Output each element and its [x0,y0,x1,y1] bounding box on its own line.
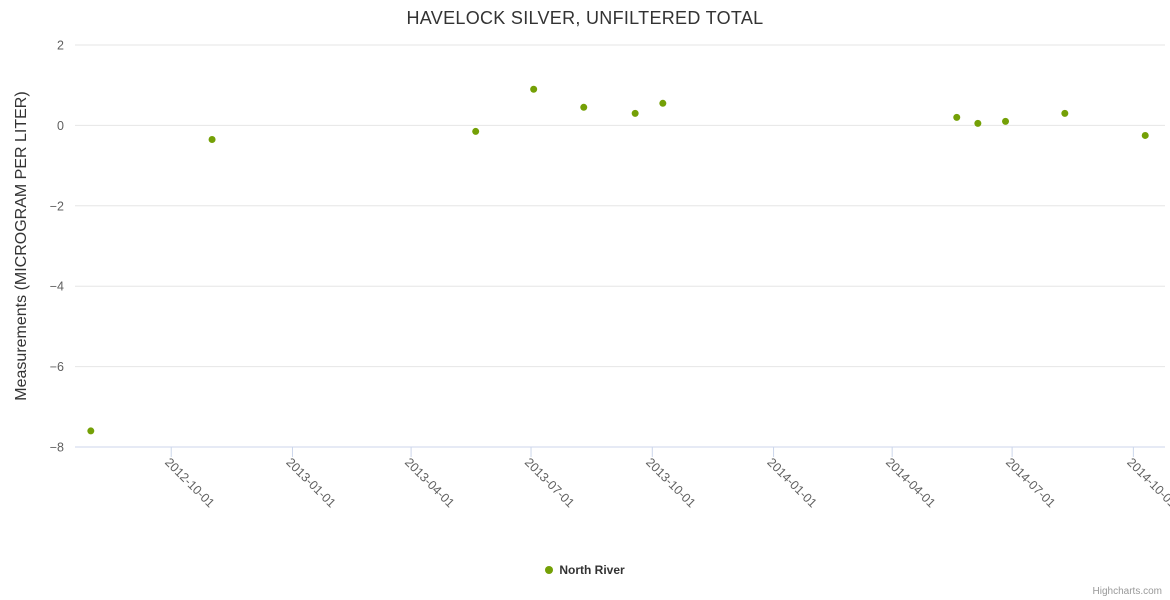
data-point[interactable] [580,103,588,111]
x-axis-tick-label: 2014-10-01 [1124,455,1170,510]
chart-title: HAVELOCK SILVER, UNFILTERED TOTAL [406,8,764,28]
data-point[interactable] [953,113,961,121]
x-axis-tick-label: 2014-07-01 [1003,455,1058,510]
x-axis-tick-label: 2013-04-01 [402,455,457,510]
data-point[interactable] [530,85,538,93]
y-axis-tick-label: −2 [50,199,64,213]
y-axis-tick-label: −6 [50,360,64,374]
x-axis-tick-label: 2012-10-01 [162,455,217,510]
x-axis-tick-label: 2013-01-01 [283,455,338,510]
data-point[interactable] [208,135,216,143]
data-point[interactable] [631,109,639,117]
y-axis-tick-label: 0 [57,119,64,133]
y-axis-tick-label: −4 [50,280,64,294]
data-point[interactable] [659,99,667,107]
legend-item-north-river[interactable]: North River [0,563,1170,577]
highcharts-credits[interactable]: Highcharts.com [1092,586,1162,597]
x-axis-tick-label: 2014-01-01 [764,455,819,510]
legend-label: North River [559,563,625,577]
y-axis-tick-label: 2 [57,39,64,53]
y-axis-tick-label: −8 [50,441,64,455]
data-point[interactable] [974,119,982,127]
x-axis-tick-label: 2013-10-01 [643,455,698,510]
y-axis-title: Measurements (MICROGRAM PER LITER) [13,91,30,401]
data-point[interactable] [1141,131,1149,139]
data-point[interactable] [472,127,480,135]
data-point[interactable] [1061,109,1069,117]
legend-marker-icon [545,566,554,574]
data-point[interactable] [87,427,95,435]
x-axis-tick-label: 2014-04-01 [883,455,938,510]
x-axis-tick-label: 2013-07-01 [522,455,577,510]
data-point[interactable] [1002,117,1010,125]
